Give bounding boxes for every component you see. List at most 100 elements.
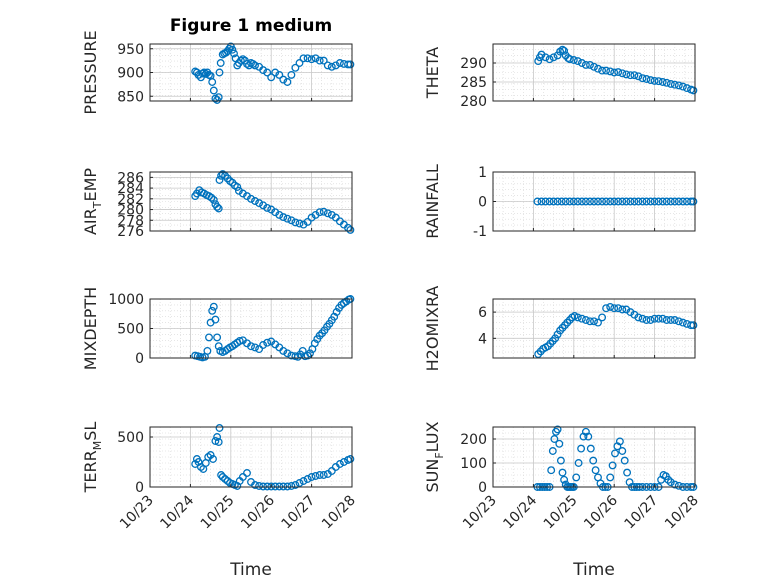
data-point [251,481,259,489]
data-point [569,56,578,64]
axes-box [149,426,353,488]
data-point [662,78,671,87]
data-point [209,86,218,95]
data-point [658,197,667,206]
data-point [331,61,340,70]
data-point [666,316,675,324]
y-axis-label: SUNFLUX [423,421,446,492]
data-point [236,56,245,65]
data-point [319,207,328,216]
data-point [602,66,611,75]
data-point [235,336,244,345]
data-point [279,75,288,84]
data-point [275,210,284,219]
data-point [623,468,632,477]
data-point [560,46,569,55]
data-point [208,78,217,86]
data-point [577,444,586,453]
y-tick-label: 500 [117,430,144,446]
data-point [287,216,296,225]
data-point [287,70,296,79]
data-point [614,197,623,206]
data-point [267,73,276,82]
data-point [332,308,341,316]
data-point [687,197,695,206]
data-point [590,62,598,71]
data-point [335,59,344,67]
data-point [307,55,316,64]
x-tick-label: 10/26 [238,492,278,532]
data-point [658,78,667,86]
data-point [618,69,627,78]
data-point [537,197,546,206]
x-tick-label: 10/27 [279,493,319,533]
data-point [561,197,570,206]
data-point [335,460,344,468]
data-point [247,342,255,351]
data-point [662,197,671,206]
data-point [581,316,590,324]
data-point [650,314,659,323]
data-point [259,341,268,349]
data-point [255,482,264,490]
data-point [346,455,355,463]
data-point [560,475,569,484]
data-point [299,54,308,63]
y-tick-label: 285 [460,75,487,91]
data-point [642,75,651,83]
data-point [214,204,223,213]
data-point [303,475,312,483]
data-point [315,331,324,340]
data-point [203,346,212,355]
y-tick-label: 290 [460,56,487,72]
data-point [207,193,216,202]
data-point [216,59,225,67]
data-point [586,444,595,453]
data-point [598,313,607,322]
y-tick-label: 0 [478,195,487,211]
data-point [303,351,312,360]
data-point [251,197,259,205]
data-point [678,197,687,206]
data-point [209,455,217,463]
data-point [545,55,554,64]
data-point [275,70,284,79]
data-point [598,197,607,206]
figure-title: Figure 1 medium [170,16,332,36]
data-point [622,197,631,206]
data-point [577,197,586,206]
data-point [215,68,224,77]
data-point [291,481,300,489]
y-tick-label: 500 [117,322,144,338]
data-point [259,66,268,75]
data-point [208,306,217,315]
data-point [642,197,651,206]
data-point [590,197,598,206]
data-point [346,225,355,234]
data-point [577,314,586,323]
y-tick-label: 0 [135,351,144,367]
data-point [674,317,683,326]
data-point [548,447,557,455]
data-point [213,202,222,211]
data-point [291,218,300,227]
data-point [295,479,304,487]
data-point [594,64,602,73]
data-point [642,316,651,324]
data-point [295,59,304,67]
data-point [238,55,247,64]
data-point [310,339,319,348]
data-point [299,477,308,485]
data-point [306,349,314,358]
x-tick-label: 10/23 [460,493,500,533]
data-point [622,70,631,79]
data-point [547,466,556,475]
data-point [610,197,619,206]
data-point [630,197,639,206]
data-point [213,333,222,342]
data-point [634,197,643,206]
data-point [558,468,567,477]
y-tick-label: 278 [117,213,144,229]
data-point [594,318,602,327]
